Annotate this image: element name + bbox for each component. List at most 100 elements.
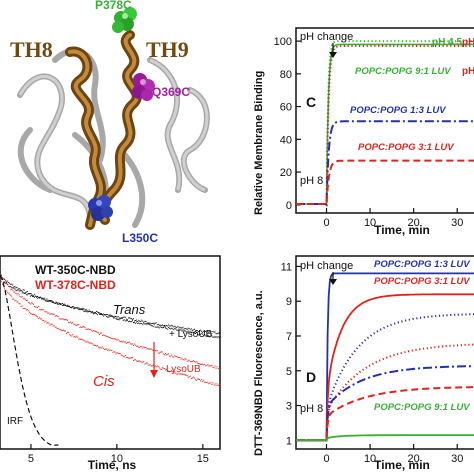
panel-b-trace-point: [167, 328, 169, 330]
panel-b-x-tick-label: 5: [28, 453, 34, 465]
panel-b-trace-point: [89, 328, 91, 330]
panel-b-trace-point: [59, 304, 61, 306]
panel-b-trace-point: [17, 289, 19, 291]
panel-b-trace-point: [168, 370, 170, 372]
panel-b-trace-point: [178, 372, 180, 374]
panel-b-trace-point: [63, 319, 65, 321]
ribbon-highlight: [182, 88, 209, 192]
panel-b-trace-point: [170, 328, 172, 330]
panel-b-trace-point: [91, 311, 93, 312]
panel-b-trace-point: [28, 293, 30, 295]
panel-b-trace-point: [169, 325, 171, 327]
panel-b-trace-point: [183, 374, 185, 376]
panel-b-trace-point: [45, 311, 47, 313]
panel-b-trace-point: [93, 344, 95, 346]
panel-b-trace-point: [162, 327, 164, 328]
panel-b-trace-point: [84, 310, 86, 312]
panel-b-trace-point: [118, 353, 120, 355]
panel-b-trace-point: [125, 318, 127, 320]
panel-b-trace-point: [56, 303, 58, 305]
panel-b-trace-point: [4, 288, 6, 290]
panel-b-trace-point: [165, 352, 166, 354]
panel-b-trace-point: [79, 338, 81, 340]
panel-b-trace-point: [60, 303, 62, 305]
panel-b-trace-point: [165, 325, 166, 327]
panel-b-trace-point: [65, 330, 66, 332]
panel-b-trace-point: [108, 316, 110, 318]
panel-d-x-tick-label: 20: [408, 453, 420, 465]
panel-c-ph-cut: pH: [462, 37, 474, 48]
panel-b-trace-point: [204, 334, 206, 335]
panel-b-trace-point: [33, 295, 34, 297]
panel-b-trace-point: [29, 295, 31, 297]
panel-b-trace-point: [187, 360, 189, 362]
panel-b-trace-point: [11, 288, 13, 290]
panel-b-trace-point: [7, 280, 9, 282]
panel-b-trace-point: [61, 330, 63, 332]
panel-b-trace-point: [69, 334, 71, 336]
panel-b-trace-point: [203, 330, 205, 332]
panel-b-trace-point: [157, 326, 159, 328]
panel-b-trace-point: [85, 328, 87, 330]
panel-b-trace-point: [63, 303, 65, 305]
panel-b-trace-point: [11, 283, 13, 285]
panel-b-trace-point: [202, 331, 204, 333]
panel-c-y-tick-label: 60: [280, 102, 292, 114]
panel-b-trace-point: [54, 315, 56, 317]
panel-b-trace-point: [27, 293, 29, 295]
panel-b-trace-point: [34, 305, 35, 307]
panel-b-trace-point: [152, 322, 154, 324]
panel-b-trace-point: [162, 353, 164, 355]
panel-b-trace-point: [152, 326, 154, 328]
panel-b-legend-350c: WT-350C-NBD: [35, 263, 116, 277]
panel-b-trace-point: [142, 361, 144, 363]
panel-b-trace-point: [147, 322, 149, 324]
panel-b-trace-point: [198, 362, 199, 364]
label-l350c: L350C: [122, 231, 158, 245]
panel-b-trace-point: [151, 365, 153, 367]
panel-b-trace-point: [110, 315, 112, 317]
panel-b-trace-point: [108, 315, 110, 317]
panel-d: 1 3 5 7 9 11 0 10 20 30 DTT-369NBD Fluorescence,…: [253, 255, 474, 472]
panel-b-trace-point: [156, 326, 158, 328]
panel-b-trace-point: [126, 342, 128, 343]
ribbon-loop: [117, 147, 146, 228]
panel-b-trace-point: [162, 325, 164, 327]
panel-b-trace-point: [123, 341, 125, 343]
panel-b-trace-point: [201, 332, 203, 334]
panel-b-trace-point: [180, 327, 182, 329]
panel-b-trace-point: [121, 318, 123, 319]
panel-b-trace-point: [194, 361, 196, 363]
panel-b-trace-point: [72, 334, 74, 336]
panel-b-trace-point: [43, 320, 45, 322]
panel-b-trace-point: [58, 303, 60, 305]
panel-b-trace-point: [49, 324, 51, 326]
panel-b-trace-point: [151, 325, 153, 327]
panel-b-trace-point: [198, 331, 199, 333]
panel-b-trace-point: [184, 358, 186, 360]
panel-b-trace-point: [115, 316, 117, 317]
panel-d-x-ticks: 0 10 20 30: [323, 444, 463, 465]
panel-b-trace-point: [71, 306, 73, 308]
panel-b-irf-label: IRF: [7, 416, 23, 427]
panel-b-trace-point: [132, 357, 133, 359]
panel-b-trace-point: [128, 317, 130, 319]
panel-b-trace-point: [41, 298, 43, 300]
panel-b-trace-point: [133, 322, 134, 323]
panel-b-trace-point: [201, 363, 203, 365]
panel-b-trace-point: [92, 344, 94, 346]
panel-c-x-tick-label: 20: [408, 217, 420, 229]
panel-b-trace-point: [66, 305, 67, 307]
panel-b-trace-point: [145, 323, 147, 325]
residue-q369c-spheres: [132, 73, 155, 101]
panel-b-trace-point: [92, 312, 94, 314]
panel-b-trace-point: [19, 296, 21, 298]
panel-b-cis-label: Cis: [93, 373, 115, 390]
panel-b-trace-point: [160, 324, 162, 326]
panel-b-trace-point: [45, 299, 47, 301]
panel-b-trace-point: [95, 310, 97, 312]
panel-b-trace-point: [149, 348, 151, 350]
panel-b-trace-point: [155, 322, 157, 324]
panel-b-trace-point: [201, 330, 203, 332]
panel-b-trace-point: [0, 271, 1, 273]
